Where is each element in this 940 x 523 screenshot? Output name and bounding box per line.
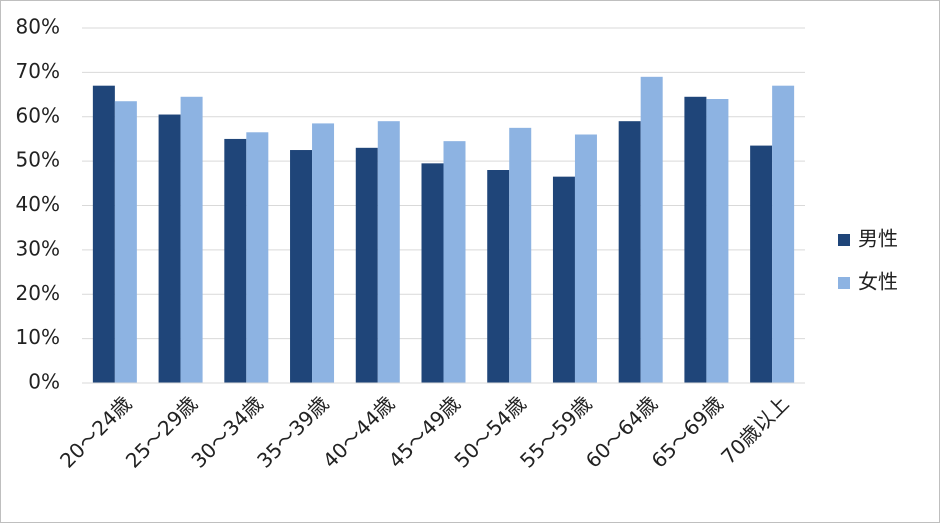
bar [772, 85, 795, 383]
y-tick-label: 20% [16, 281, 60, 305]
legend-label: 女性 [858, 270, 898, 294]
bar [246, 132, 269, 383]
bar [640, 76, 663, 383]
bar [377, 121, 400, 383]
bar [618, 121, 641, 383]
bar [750, 145, 773, 383]
legend-swatch [838, 277, 850, 289]
bar [574, 134, 597, 383]
bar [158, 114, 181, 383]
bar [552, 176, 575, 383]
bar [487, 170, 510, 383]
y-tick-label: 0% [28, 370, 60, 394]
y-tick-label: 60% [16, 103, 60, 127]
y-tick-label: 30% [16, 236, 60, 260]
y-tick-label: 80% [16, 15, 60, 39]
bar [355, 147, 378, 383]
y-tick-label: 70% [16, 59, 60, 83]
bar [706, 99, 729, 383]
bar [224, 138, 247, 383]
bar [92, 85, 115, 383]
bar [509, 127, 532, 383]
y-tick-label: 50% [16, 148, 60, 172]
y-tick-label: 40% [16, 192, 60, 216]
bar [114, 101, 137, 383]
y-tick-label: 10% [16, 325, 60, 349]
legend-swatch [838, 234, 850, 246]
bar [443, 141, 466, 383]
bar [290, 150, 313, 383]
bar [312, 123, 335, 383]
legend-label: 男性 [858, 227, 898, 251]
bar [180, 96, 203, 383]
bar [421, 163, 444, 383]
bar [684, 96, 707, 383]
